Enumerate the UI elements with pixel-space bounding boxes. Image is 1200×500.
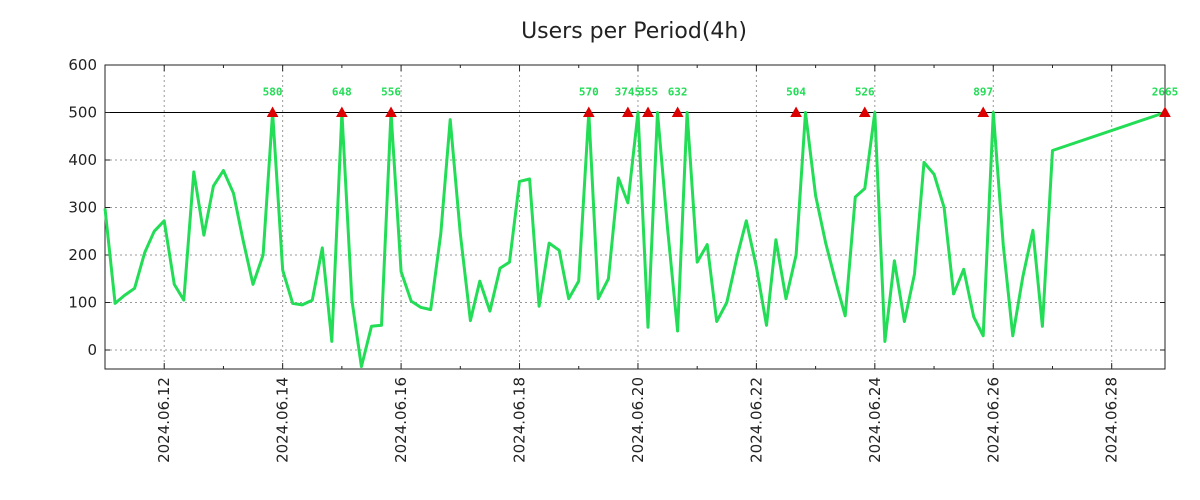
- x-tick-label: 2024.06.22: [747, 377, 765, 463]
- x-tick-label: 2024.06.18: [511, 377, 529, 463]
- peak-marker: [790, 106, 802, 117]
- y-tick-label: 200: [68, 246, 97, 264]
- peak-marker: [858, 106, 871, 117]
- y-axis: 0 100 200 300 400 500 600: [68, 56, 1165, 359]
- peak-label: 2665: [1152, 86, 1179, 99]
- y-tick-label: 400: [68, 151, 97, 169]
- peak-label: 570: [579, 86, 599, 99]
- y-tick-label: 600: [68, 56, 97, 74]
- x-tick-label: 2024.06.20: [629, 377, 647, 463]
- peak-label: 897: [973, 86, 993, 99]
- peak-marker: [582, 106, 595, 117]
- peak-marker: [977, 106, 990, 117]
- plot-frame: [104, 64, 1166, 370]
- y-tick-label: 100: [68, 294, 97, 312]
- peak-marker: [642, 106, 654, 117]
- peak-marker: [385, 106, 397, 117]
- peak-label: 632: [668, 86, 688, 99]
- peak-label: 556: [381, 86, 401, 99]
- series-line-users: [103, 111, 1166, 369]
- peak-marker: [622, 106, 634, 117]
- peak-label: 504: [786, 86, 806, 99]
- y-tick-label: 500: [68, 104, 97, 122]
- y-tick-label: 300: [68, 199, 97, 217]
- x-axis: 2024.06.12 2024.06.14 2024.06.16 2024.06.18…: [104, 65, 1121, 463]
- peak-marker: [1159, 106, 1171, 117]
- x-tick-label: 2024.06.26: [984, 377, 1002, 463]
- chart-title: Users per Period(4h): [521, 19, 747, 44]
- peak-label: 580: [263, 86, 283, 99]
- x-tick-label: 2024.06.12: [155, 377, 173, 463]
- grid: [105, 64, 1165, 369]
- peak-marker: [336, 106, 348, 117]
- y-tick-label: 0: [87, 341, 97, 359]
- peak-marker: [671, 106, 684, 117]
- peak-label: 3745: [615, 86, 642, 99]
- peak-label: 648: [332, 86, 352, 99]
- x-tick-label: 2024.06.14: [274, 377, 292, 463]
- x-tick-label: 2024.06.24: [866, 377, 884, 463]
- peak-label: 526: [855, 86, 875, 99]
- x-tick-label: 2024.06.28: [1103, 377, 1121, 463]
- peak-marker: [266, 106, 279, 117]
- peak-label: 355: [638, 86, 658, 99]
- x-tick-label: 2024.06.16: [392, 377, 410, 463]
